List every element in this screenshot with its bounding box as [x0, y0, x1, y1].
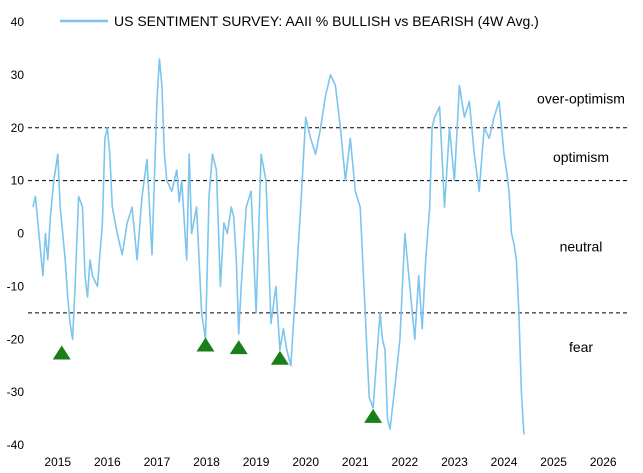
y-tick-label: -10: [7, 279, 25, 293]
x-tick-label: 2017: [144, 455, 171, 469]
x-tick-label: 2022: [392, 455, 419, 469]
x-tick-label: 2025: [540, 455, 567, 469]
x-tick-label: 2018: [193, 455, 220, 469]
y-axis-ticks: 40 30 20 10 0 -10 -20 -30 -40: [7, 15, 25, 452]
x-tick-label: 2020: [292, 455, 319, 469]
x-axis-ticks: 2015 2016 2017 2018 2019 2020 2021 2022 2023 2024…: [44, 455, 616, 469]
y-tick-label: 30: [11, 68, 25, 82]
reference-lines: [28, 127, 628, 314]
legend-label: US SENTIMENT SURVEY: AAII % BULLISH vs B…: [114, 13, 539, 29]
zone-label: neutral: [560, 239, 603, 255]
zone-label: optimism: [553, 149, 609, 165]
series-line-0: [32, 58, 525, 435]
fear-marker-triangle: [229, 340, 248, 355]
marker-layer: [52, 337, 383, 423]
y-tick-label: -20: [7, 332, 25, 346]
y-tick-label: -30: [7, 385, 25, 399]
y-tick-label: 40: [11, 15, 25, 29]
y-tick-label: 10: [11, 174, 25, 188]
zone-label: over-optimism: [537, 91, 625, 107]
x-tick-label: 2026: [590, 455, 617, 469]
x-tick-label: 2024: [491, 455, 518, 469]
legend: US SENTIMENT SURVEY: AAII % BULLISH vs B…: [60, 13, 539, 29]
x-tick-label: 2021: [342, 455, 369, 469]
x-tick-label: 2015: [44, 455, 71, 469]
x-tick-label: 2023: [441, 455, 468, 469]
x-tick-label: 2019: [243, 455, 270, 469]
zone-label: fear: [569, 339, 593, 355]
zone-label-layer: over-optimism optimism neutral fear: [537, 91, 625, 356]
fear-marker-triangle: [270, 350, 289, 365]
y-tick-label: 20: [11, 121, 25, 135]
x-tick-label: 2016: [94, 455, 121, 469]
y-tick-label: 0: [17, 227, 24, 241]
fear-marker-triangle: [364, 408, 383, 423]
y-tick-label: -40: [7, 438, 25, 452]
fear-marker-triangle: [52, 345, 71, 360]
fear-marker-triangle: [196, 337, 215, 352]
series-layer: [32, 58, 525, 435]
